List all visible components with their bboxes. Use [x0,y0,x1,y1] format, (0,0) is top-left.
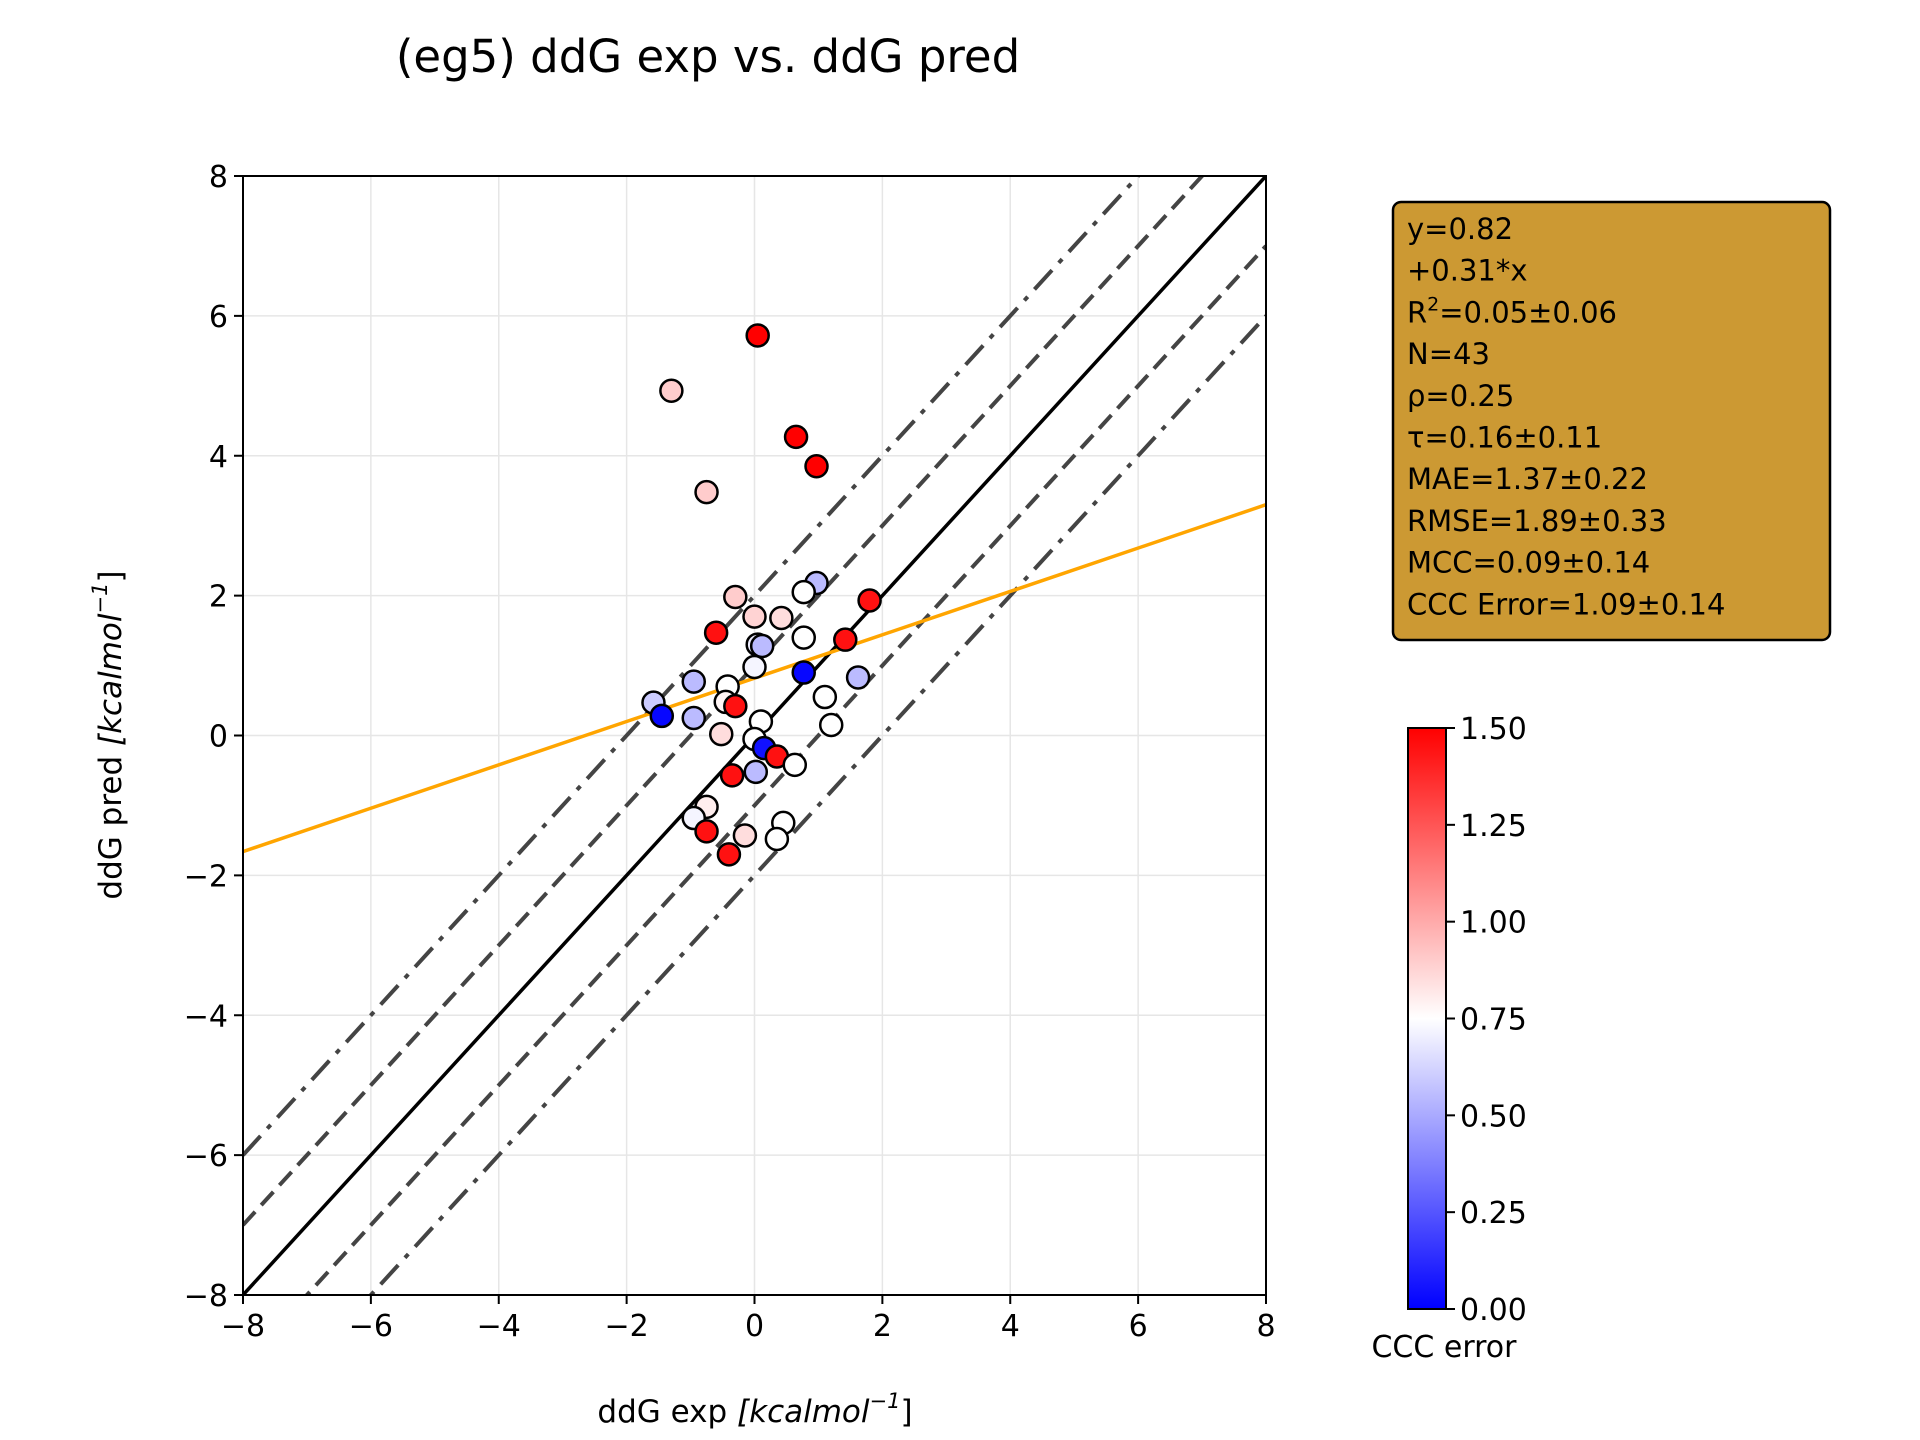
dashed-line [304,244,1266,1295]
data-point [745,323,770,348]
x-axis-label: ddG exp [kcalmol−1] [597,1389,912,1430]
stats-box-background [1391,200,1832,642]
colorbar-tick-label: 0.00 [1460,1293,1527,1328]
colorbar: 0.00 0.25 0.50 0.75 1.00 1.25 1.50 CCC error [1371,712,1526,1365]
x-axis-label-exponent: −1 [870,1389,901,1413]
x-axis-label-main: ddG exp [597,1394,737,1430]
colorbar-tick-label: 0.25 [1460,1196,1527,1231]
data-point [833,627,858,652]
dashdot-line [368,314,1266,1295]
data-point [791,625,816,650]
x-tick-label: −4 [477,1309,521,1344]
x-tick-label: 6 [1129,1309,1148,1344]
data-point [783,424,809,450]
x-axis-label-unit: [kcalmol [737,1394,870,1430]
data-point [742,604,767,629]
data-point [791,579,816,605]
y-tick-label: −2 [184,859,228,894]
data-point [649,703,675,729]
data-point [769,605,794,631]
y-axis-label-unit: [kcalmol [93,613,129,746]
y-tick-label: 6 [209,300,228,335]
x-tick-label: −2 [605,1309,649,1344]
stat-line: y=0.82 [1407,212,1513,246]
y-tick-label: −6 [184,1139,228,1174]
x-axis-label-close: ] [900,1394,912,1430]
y-tick-label: −8 [184,1279,228,1314]
colorbar-tick-label: 0.50 [1460,1099,1527,1134]
stat-line: MAE=1.37±0.22 [1407,462,1648,496]
x-axis-ticks: −8 −6 −4 −2 0 2 4 6 8 [221,1295,1276,1344]
stat-line: τ=0.16±0.11 [1407,421,1602,455]
data-point [694,479,719,505]
stats-box: y=0.82 +0.31*x R2=0.05±0.06 N=43 ρ=0.25 τ=0.… [1391,200,1832,642]
colorbar-tick-label: 1.00 [1460,906,1527,941]
colorbar-tick-label: 0.75 [1460,1003,1527,1038]
y-axis-label-exponent: −1 [88,583,112,614]
x-tick-label: −8 [221,1309,265,1344]
data-point [732,823,758,848]
dashdot-line [243,176,1141,1157]
colorbar-tick-label: 1.25 [1460,809,1527,844]
stat-line: RMSE=1.89±0.33 [1407,504,1667,538]
data-point [764,826,790,852]
stat-line: ρ=0.25 [1407,379,1514,413]
data-point [723,693,748,719]
x-tick-label: 4 [1001,1309,1020,1344]
colorbar-gradient [1407,727,1447,1310]
y-tick-label: 8 [209,160,228,195]
data-points [641,323,882,867]
y-axis-label-main: ddG pred [93,746,129,900]
data-point [782,752,808,778]
stat-line: R2=0.05±0.06 [1407,293,1617,329]
data-point [857,588,882,613]
colorbar-label: CCC error [1371,1330,1517,1365]
x-tick-label: 2 [873,1309,892,1344]
y-tick-label: −4 [184,999,228,1034]
data-point [719,763,745,788]
y-tick-label: 0 [209,720,228,755]
data-point [804,453,829,479]
x-tick-label: −6 [349,1309,393,1344]
data-point [743,759,769,785]
y-tick-label: 2 [209,580,228,615]
stat-line-suffix: =0.05±0.06 [1439,295,1617,329]
chart-title: (eg5) ddG exp vs. ddG pred [396,30,1020,83]
stat-line: +0.31*x [1407,254,1528,288]
data-point [749,633,775,659]
y-axis-ticks: −8 −6 −4 −2 0 2 4 6 8 [184,160,243,1314]
x-tick-label: 8 [1256,1309,1275,1344]
stat-line: N=43 [1407,337,1490,371]
data-point [812,684,838,710]
data-point [681,705,707,731]
data-point [742,654,767,680]
stat-line-superscript: 2 [1427,293,1439,315]
stat-line-prefix: R [1407,295,1427,329]
y-axis-label: ddG pred [kcalmol−1] [88,570,129,899]
data-point [818,712,844,738]
x-tick-label: 0 [745,1309,764,1344]
data-point [681,669,707,694]
data-point [703,620,729,645]
y-axis-label-close: ] [93,570,129,582]
data-point [709,721,734,747]
stat-line: CCC Error=1.09±0.14 [1407,587,1725,621]
data-point [845,665,871,690]
stat-line: MCC=0.09±0.14 [1407,546,1650,580]
data-point [694,819,719,844]
colorbar-tick-label: 1.50 [1460,712,1527,747]
data-point [659,378,684,403]
data-point [716,842,742,867]
data-point [723,584,748,610]
data-point [791,660,816,685]
y-tick-label: 4 [209,440,228,475]
